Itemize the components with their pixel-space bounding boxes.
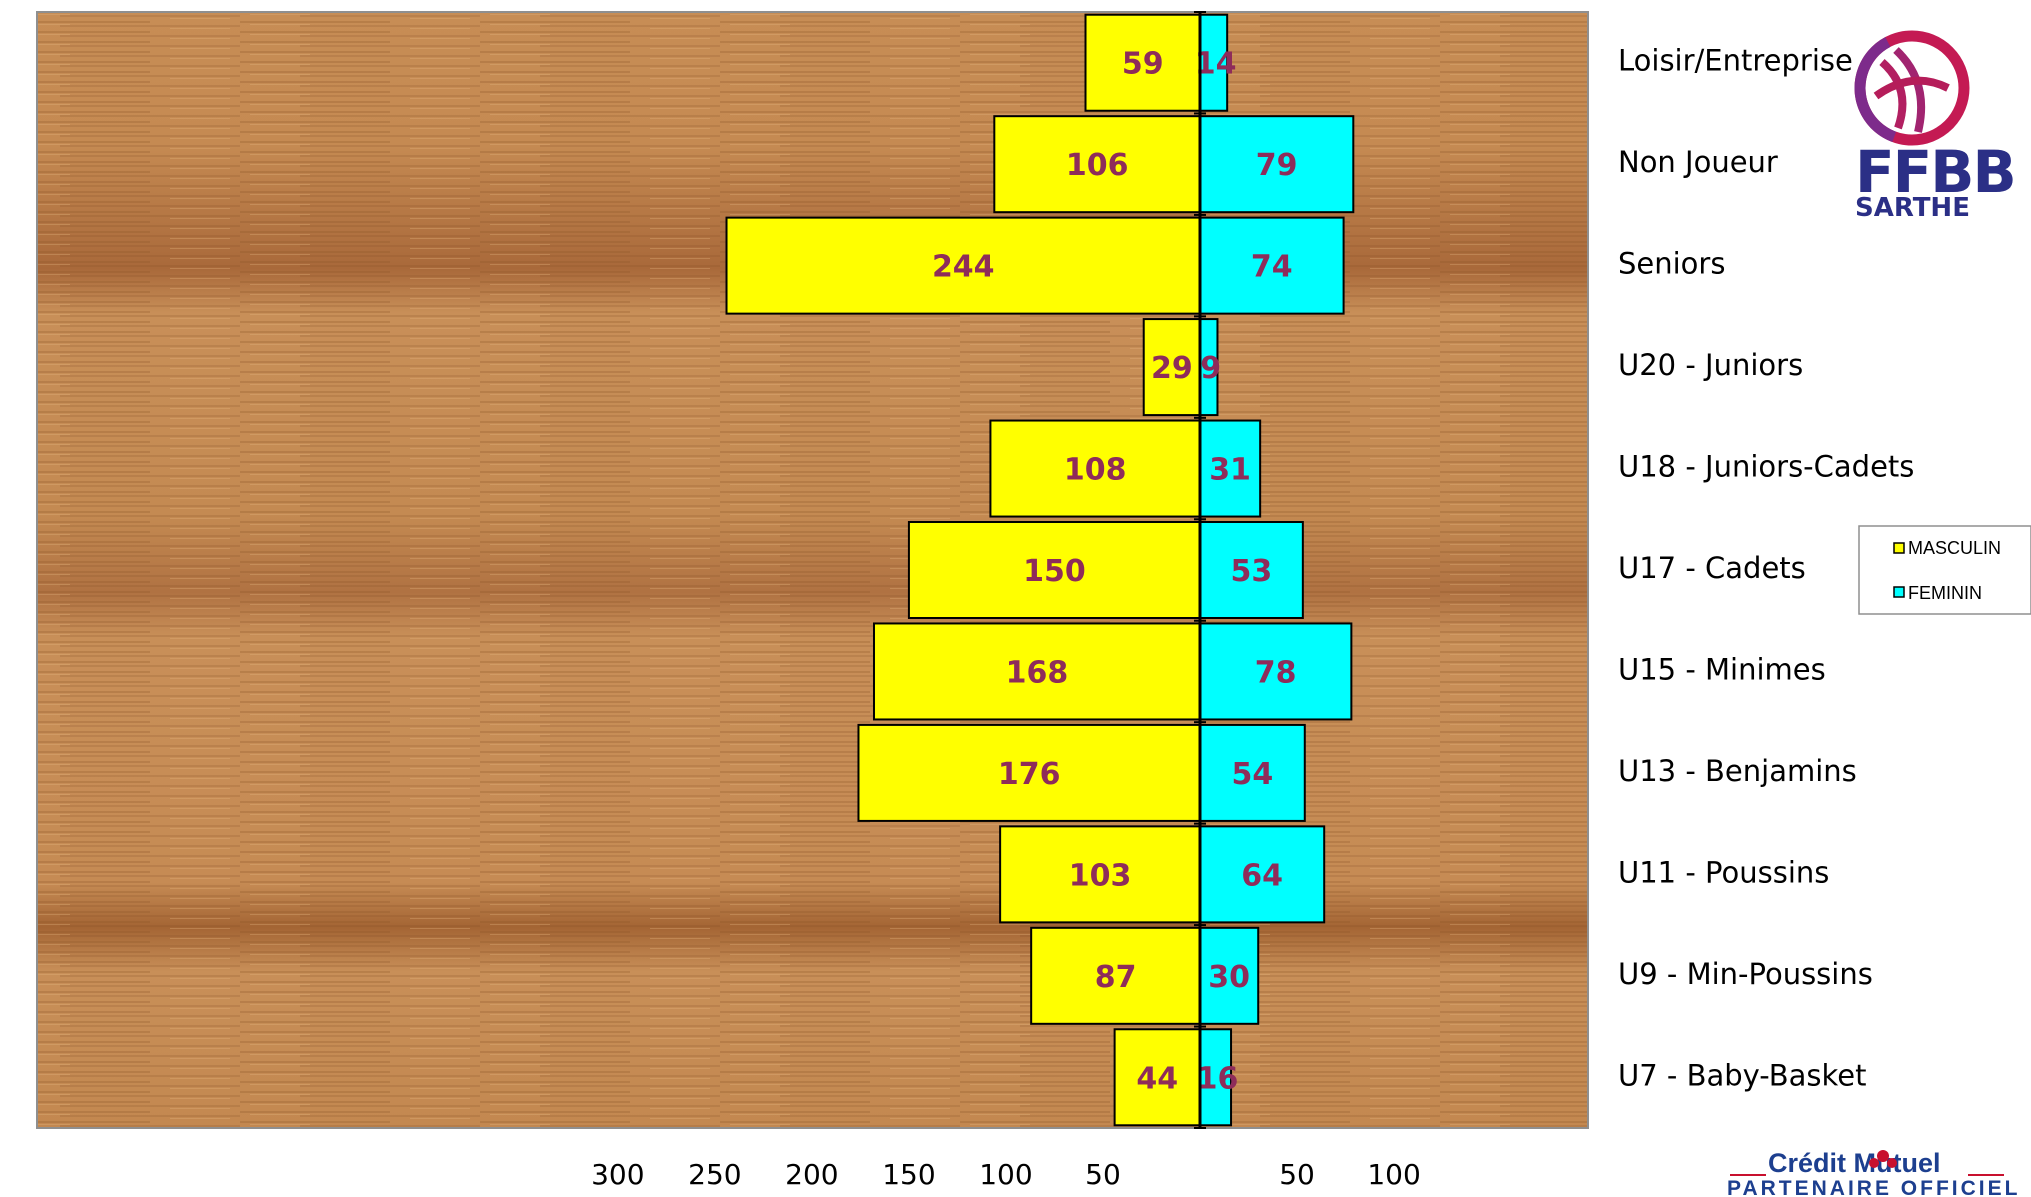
category-label: U7 - Baby-Basket [1618, 1058, 1866, 1092]
data-label-feminin: 31 [1209, 453, 1251, 488]
data-label-masculin: 59 [1122, 47, 1164, 82]
bar-masculin [1142, 318, 1201, 417]
bar-feminin [1199, 216, 1345, 315]
bar-feminin [1199, 13, 1229, 112]
x-tick-label: 300 [591, 1158, 644, 1191]
bar-masculin [989, 419, 1202, 518]
data-label-masculin: 44 [1136, 1061, 1178, 1096]
category-labels: Loisir/Entreprise Non Joueur Seniors U20 - … [1618, 44, 1914, 1093]
credit-mutuel-icon [1869, 1150, 1897, 1168]
data-label-masculin: 168 [1006, 655, 1069, 690]
x-tick-label: 100 [979, 1158, 1032, 1191]
category-label: Seniors [1618, 247, 1725, 281]
x-tick-label: 150 [882, 1158, 935, 1191]
data-label-feminin: 53 [1231, 554, 1273, 589]
ffbb-logo: FFBB SARTHE [1854, 30, 2017, 223]
data-label-masculin: 176 [998, 757, 1061, 792]
legend-swatch-feminin [1893, 586, 1905, 598]
x-tick-label: 50 [1085, 1158, 1121, 1191]
data-label-feminin: 14 [1195, 47, 1237, 82]
category-label: U20 - Juniors [1618, 348, 1803, 382]
bars-group: 59 14 106 79 244 74 29 9 108 31 150 53 168 78 176 54 103… [725, 13, 1355, 1127]
data-label-masculin: 106 [1066, 148, 1129, 183]
sponsor-logo: Crédit Mutuel PARTENAIRE OFFICIEL [1727, 1148, 2020, 1197]
x-tick-labels: 300 250 200 150 100 50 50 100 [591, 1158, 1421, 1191]
data-label-feminin: 78 [1255, 655, 1297, 690]
bar-masculin [1030, 926, 1202, 1025]
legend-label-masculin: MASCULIN [1908, 538, 2001, 558]
sponsor-brand: Crédit Mutuel [1768, 1148, 1941, 1178]
category-label: U9 - Min-Poussins [1618, 957, 1873, 991]
data-label-masculin: 29 [1151, 351, 1193, 386]
bar-feminin [1199, 521, 1304, 619]
x-tick-label: 200 [785, 1158, 838, 1191]
bar-masculin [725, 216, 1201, 315]
bar-feminin [1199, 1028, 1233, 1127]
x-tick-label: 100 [1367, 1158, 1420, 1191]
bar-feminin [1199, 622, 1353, 721]
bar-masculin [993, 115, 1201, 214]
data-label-masculin: 244 [932, 250, 995, 285]
category-label: Loisir/Entreprise [1618, 44, 1853, 78]
data-label-feminin: 79 [1256, 148, 1298, 183]
axis-group [1194, 11, 1206, 1129]
data-label-masculin: 108 [1064, 453, 1127, 488]
ffbb-text: FFBB [1855, 138, 2015, 206]
legend-label-feminin: FEMININ [1908, 583, 1982, 603]
basketball-icon [1854, 30, 1970, 146]
sponsor-tagline: PARTENAIRE OFFICIEL [1727, 1177, 2020, 1197]
data-label-masculin: 87 [1095, 960, 1137, 995]
legend-swatch-masculin [1893, 542, 1905, 554]
category-label: U13 - Benjamins [1618, 754, 1857, 788]
bar-masculin [872, 622, 1201, 721]
bar-masculin [1113, 1028, 1202, 1127]
bar-masculin [857, 723, 1201, 822]
category-label: U18 - Juniors-Cadets [1618, 450, 1914, 484]
data-label-feminin: 30 [1208, 960, 1250, 995]
bar-masculin [907, 521, 1201, 619]
data-label-feminin: 54 [1232, 757, 1274, 792]
data-label-feminin: 9 [1200, 351, 1221, 386]
plot-background [36, 11, 1589, 1129]
bar-feminin [1199, 825, 1326, 924]
legend: MASCULIN FEMININ [1858, 525, 2031, 615]
category-label: U15 - Minimes [1618, 652, 1826, 686]
bar-feminin [1199, 926, 1260, 1025]
data-label-masculin: 150 [1023, 554, 1086, 589]
x-tick-label: 50 [1279, 1158, 1315, 1191]
category-label: U11 - Poussins [1618, 855, 1829, 889]
data-label-masculin: 103 [1069, 858, 1132, 893]
category-label: Non Joueur [1618, 145, 1778, 179]
data-label-feminin: 74 [1251, 250, 1293, 285]
bar-feminin [1199, 115, 1355, 214]
data-label-feminin: 16 [1197, 1061, 1239, 1096]
category-label: U17 - Cadets [1618, 551, 1806, 585]
bar-feminin [1199, 419, 1262, 518]
data-label-feminin: 64 [1241, 858, 1283, 893]
ffbb-sub: SARTHE [1855, 193, 1970, 223]
x-tick-label: 250 [688, 1158, 741, 1191]
bar-masculin [1084, 13, 1201, 112]
